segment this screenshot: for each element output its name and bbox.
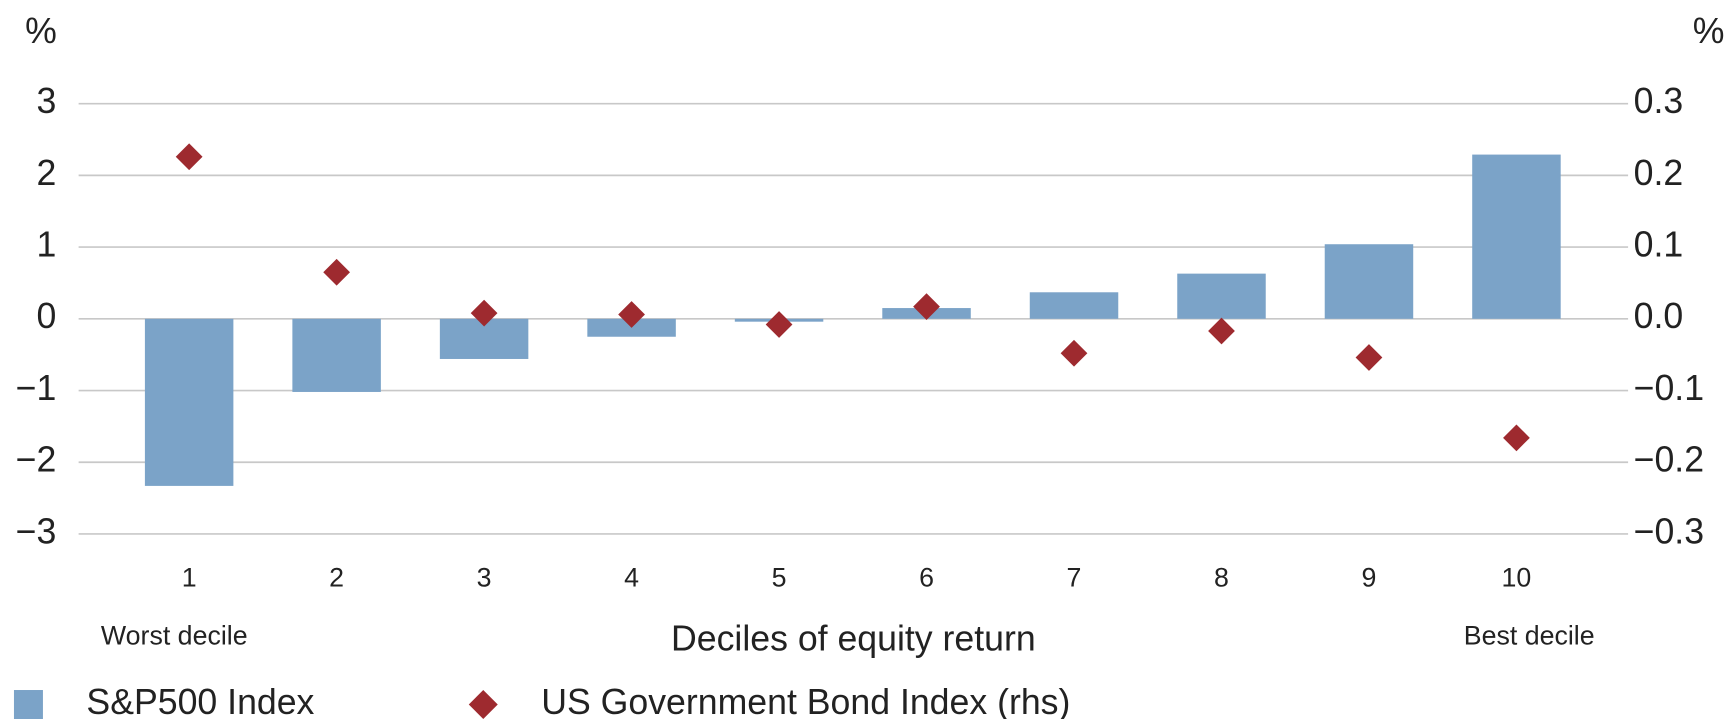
bar [1177,273,1266,319]
legend-swatch [13,690,43,719]
diamond-marker [618,301,645,328]
y2-tick-label: 0.0 [1634,296,1684,336]
legend-swatch [468,690,498,719]
legend-label: US Government Bond Index (rhs) [541,682,1070,719]
y-tick-label: −2 [16,440,57,480]
diamond-marker [1060,339,1088,367]
x-tick-label: 10 [1502,563,1532,593]
x-tick-label: 5 [772,563,787,593]
y2-tick-label: −0.3 [1634,511,1704,551]
x-axis-title: Deciles of equity return [671,618,1036,658]
y2-tick-label: 0.3 [1634,81,1684,121]
y-tick-label: −1 [16,368,57,408]
y-tick-label: 2 [36,153,56,193]
bar [144,318,234,486]
bar [1472,154,1561,319]
x-tick-label: 9 [1362,563,1377,593]
annotation: Worst decile [101,621,248,651]
diamond-marker [765,311,793,338]
y-tick-label: −3 [16,511,57,551]
y2-unit: % [1693,11,1725,51]
diamond-marker [1503,424,1530,452]
y2-tick-label: −0.1 [1634,368,1704,408]
y-unit: % [25,11,57,51]
x-tick-label: 3 [477,563,492,593]
bar [1029,292,1119,319]
diamond-marker [175,143,203,171]
y2-tick-label: −0.2 [1634,440,1704,480]
y-tick-label: 1 [36,225,56,265]
legend-label: S&P500 Index [86,682,314,719]
x-tick-label: 7 [1067,563,1082,593]
y-tick-label: 0 [36,296,56,336]
x-tick-label: 2 [329,563,344,593]
y-tick-label: 3 [36,81,56,121]
x-tick-label: 4 [624,563,639,593]
x-tick-label: 1 [182,563,197,593]
bar [1324,244,1414,319]
x-tick-label: 8 [1214,563,1229,593]
x-tick-label: 6 [919,563,934,593]
y2-tick-label: 0.1 [1634,225,1684,265]
diamond-marker [1355,344,1383,371]
annotation: Best decile [1464,621,1595,651]
bar [292,318,381,392]
diamond-marker [323,258,350,286]
diamond-marker [913,293,940,320]
diamond-marker [1208,317,1235,345]
y2-tick-label: 0.2 [1634,153,1684,193]
